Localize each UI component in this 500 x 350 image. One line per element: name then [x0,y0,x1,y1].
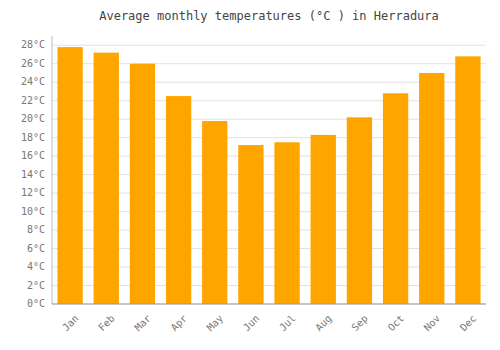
x-tick-label: Oct [386,313,407,334]
x-tick-label: Nov [422,313,443,334]
y-tick-label: 4°C [27,261,45,272]
x-tick-label: Dec [458,313,479,334]
bar [274,142,299,304]
x-tick-label: Jan [60,313,81,334]
bar [202,121,227,304]
x-axis: Jan Feb Mar Apr May Jun Jul Aug Sep Oct Nov Dec [60,313,478,334]
x-tick-label: May [205,313,226,334]
y-tick-label: 0°C [27,298,45,309]
y-tick-label: 2°C [27,280,45,291]
y-tick-label: 24°C [21,76,45,87]
bar [57,47,82,304]
y-tick-label: 22°C [21,95,45,106]
x-tick-label: Jul [277,313,298,334]
chart-container: 0°C 2°C 4°C 6°C 8°C 10°C 12°C 14°C 16°C 18°C 20°C 2… [0,0,500,350]
bar [347,117,372,304]
bars [57,47,480,304]
bar [238,145,263,304]
x-axis-line [52,304,486,305]
y-tick-label: 16°C [21,150,45,161]
grid [52,45,486,304]
bar [455,56,480,304]
bar [166,96,191,304]
y-axis-line [52,36,53,304]
x-tick-label: Apr [169,313,190,334]
grid-line [52,304,486,305]
y-tick-label: 8°C [27,224,45,235]
y-tick-label: 10°C [21,206,45,217]
bar [419,73,444,304]
x-tick-label: Feb [96,313,117,334]
x-tick-label: Sep [349,313,370,334]
y-tick-label: 18°C [21,132,45,143]
x-tick-label: Aug [313,313,334,334]
bar [383,93,408,304]
y-tick-label: 20°C [21,113,45,124]
y-axis: 0°C 2°C 4°C 6°C 8°C 10°C 12°C 14°C 16°C 18°C 20°C 2… [21,39,45,309]
y-tick-label: 14°C [21,169,45,180]
bar [311,135,336,304]
bar [94,53,119,304]
title: Average monthly temperatures (°C ) in He… [99,9,439,23]
y-tick-label: 26°C [21,58,45,69]
y-tick-label: 6°C [27,243,45,254]
bar [130,64,155,304]
grid-line [52,45,486,46]
x-tick-label: Jun [241,313,262,334]
x-tick-label: Mar [132,313,153,334]
y-tick-label: 12°C [21,187,45,198]
chart: 0°C 2°C 4°C 6°C 8°C 10°C 12°C 14°C 16°C 18°C 20°C 2… [0,0,500,350]
y-tick-label: 28°C [21,39,45,50]
